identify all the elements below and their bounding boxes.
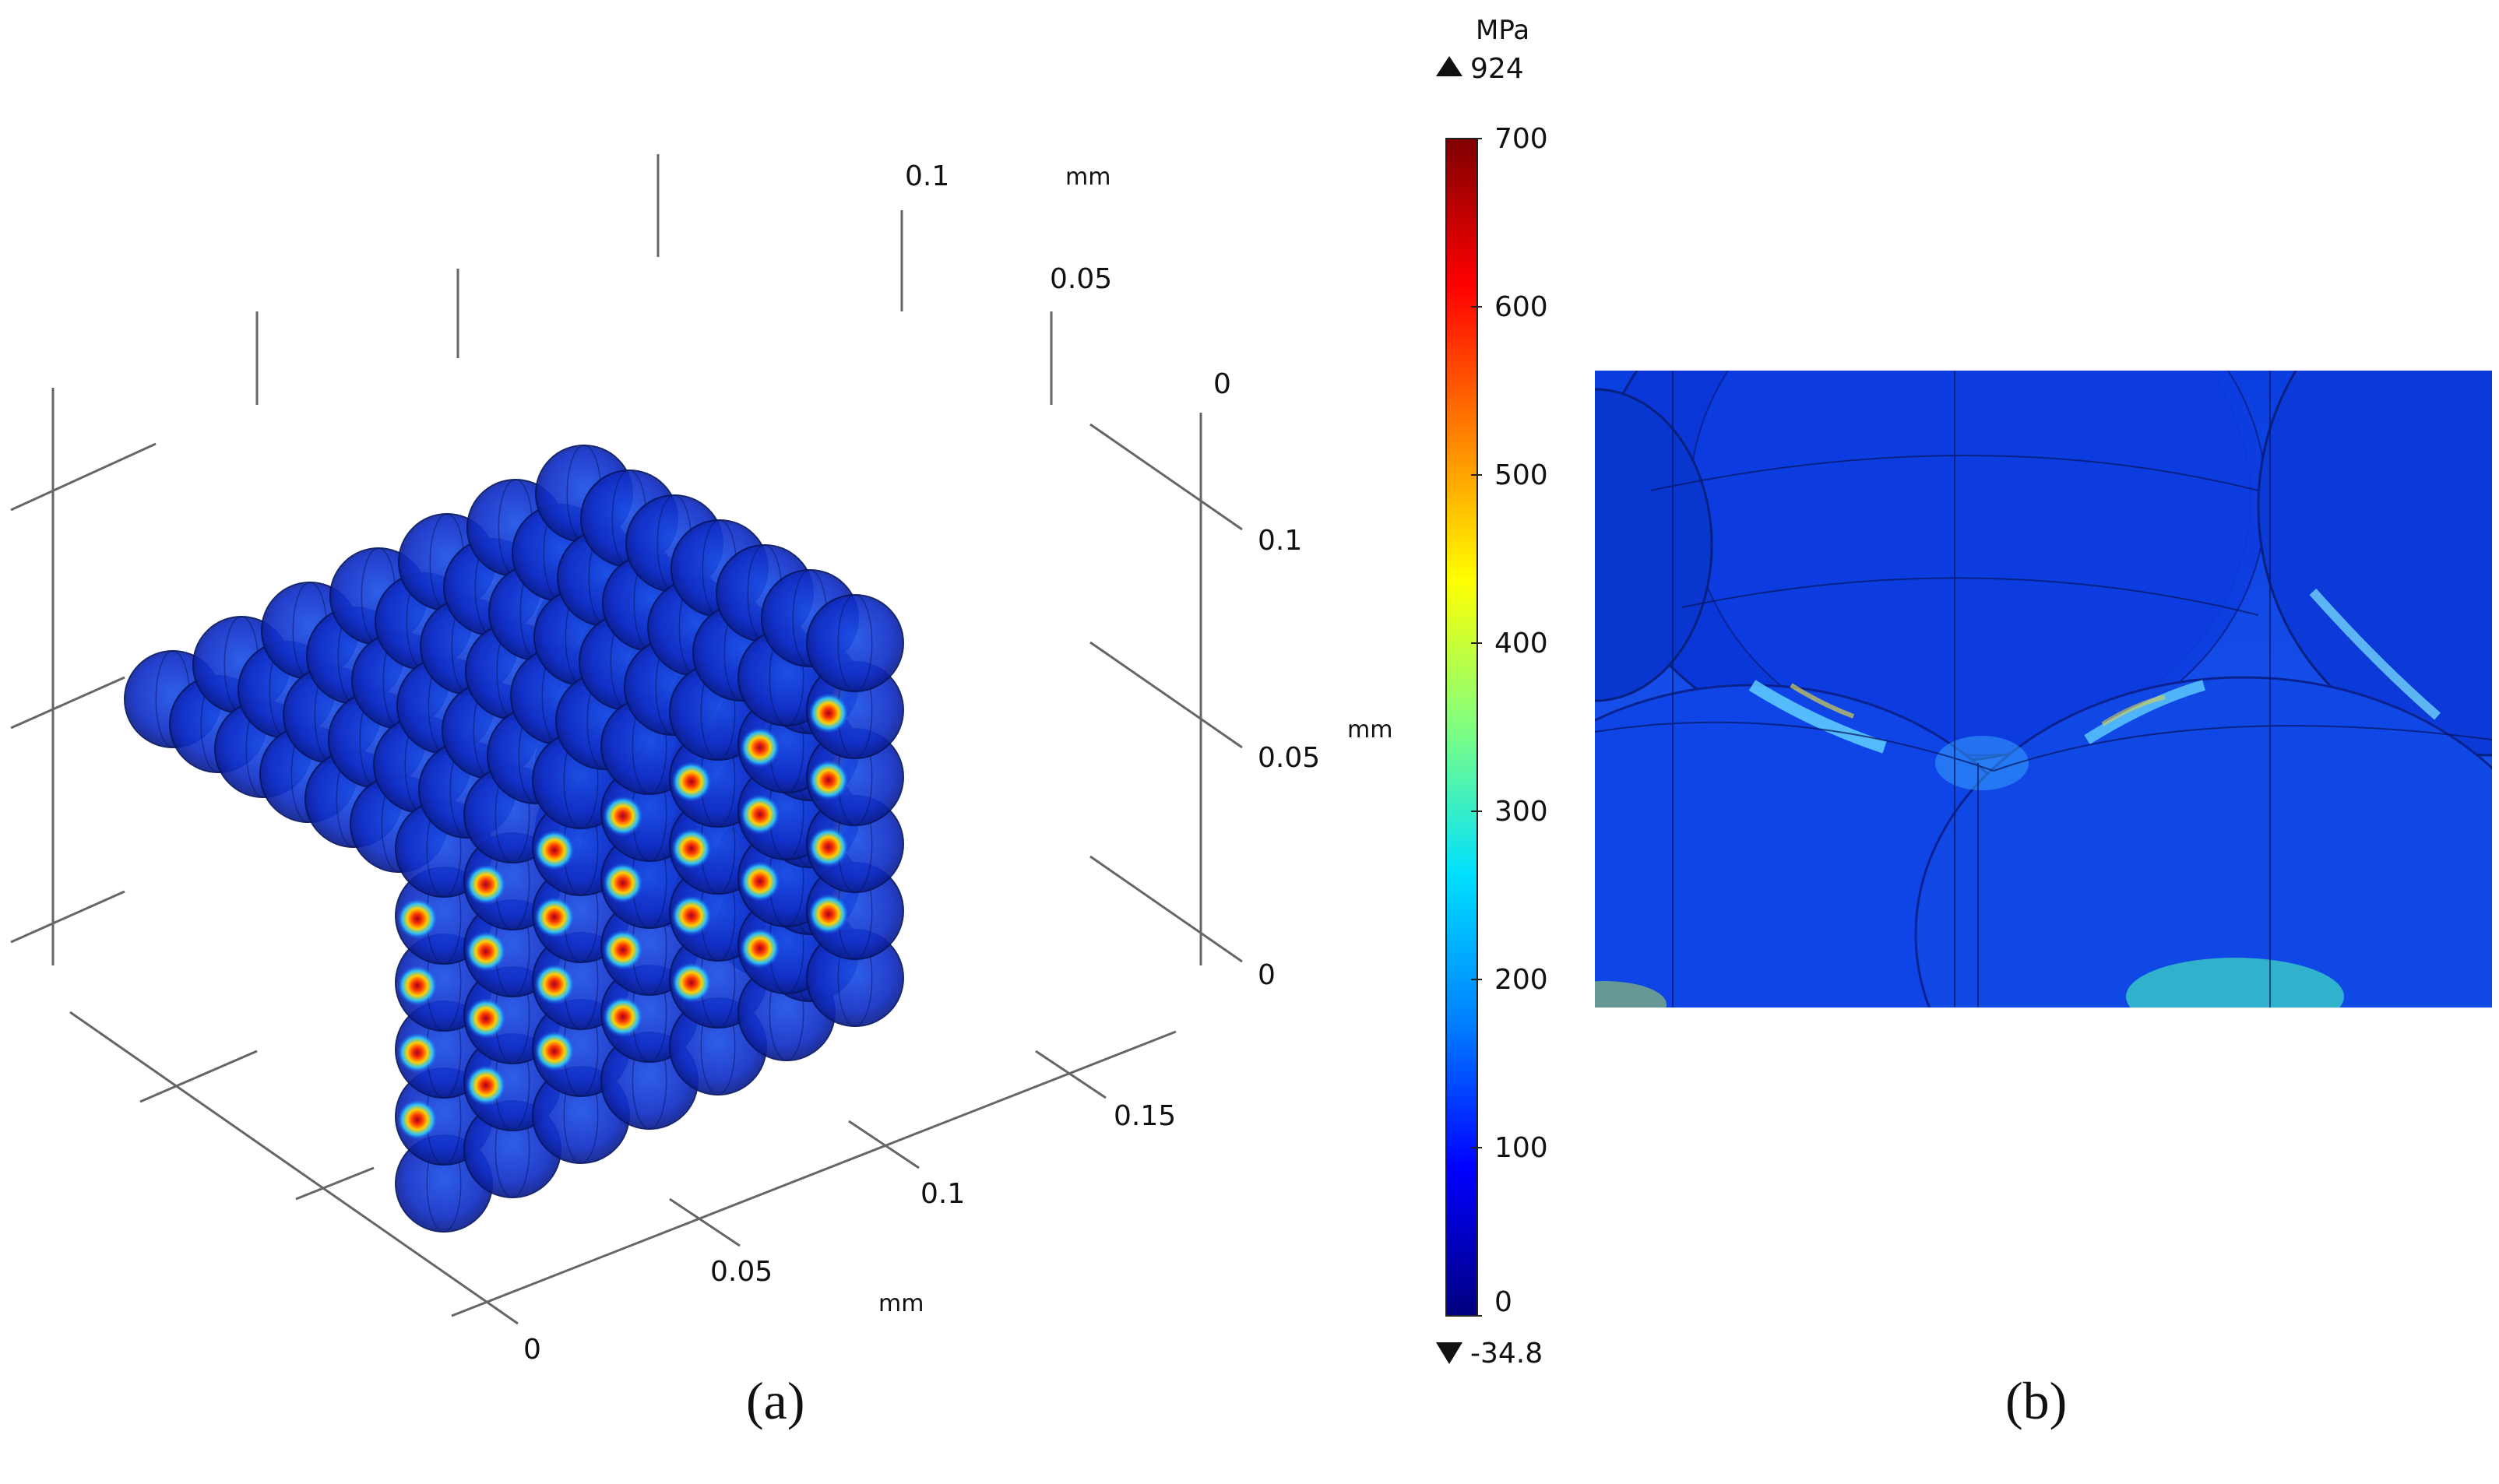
- stress-hotspot: [739, 861, 780, 902]
- colorbar-max: 924: [1470, 53, 1524, 85]
- stress-hotspot: [808, 894, 849, 934]
- stress-hotspot: [602, 796, 643, 836]
- stress-hotspot: [808, 693, 849, 733]
- colorbar-tick-label: 0: [1494, 1286, 1512, 1318]
- bottom-tick-1: 0.1: [920, 1178, 965, 1210]
- bottom-tick-3: 0: [523, 1334, 541, 1366]
- max-triangle-icon: [1436, 56, 1462, 76]
- stress-hotspot: [602, 997, 643, 1037]
- stress-hotspot: [533, 830, 575, 870]
- stress-hotspot: [533, 897, 575, 937]
- right-tick-2: 0: [1258, 959, 1276, 991]
- colorbar: MPa 924 700 600 500 400 300 200 100 0 -34.8: [1436, 15, 1548, 1370]
- min-triangle-icon: [1436, 1342, 1462, 1364]
- right-tick-0: 0.1: [1258, 525, 1302, 557]
- stress-hotspot: [671, 828, 712, 869]
- top-unit: mm: [1065, 164, 1110, 191]
- top-tick-1: 0.05: [1050, 263, 1112, 295]
- stress-hotspot: [808, 760, 849, 800]
- colorbar-min: -34.8: [1470, 1338, 1543, 1370]
- stress-hotspot: [465, 864, 506, 905]
- panel-b: (b): [1595, 371, 2492, 1430]
- stress-hotspot: [396, 965, 438, 1006]
- stress-hotspot: [602, 930, 643, 970]
- stress-hotspot: [396, 1099, 438, 1140]
- colorbar-tick-label: 300: [1494, 796, 1548, 828]
- stress-hotspot: [739, 928, 780, 969]
- colorbar-tick-label: 700: [1494, 123, 1548, 155]
- colorbar-tick-label: 500: [1494, 459, 1548, 491]
- stress-hotspot: [465, 998, 506, 1039]
- caption-b: (b): [2005, 1371, 2067, 1430]
- sphere-lattice: [124, 445, 904, 1233]
- zoom-view: [1595, 371, 2492, 1008]
- sphere: [806, 594, 904, 692]
- stress-hotspot: [739, 727, 780, 768]
- stress-hotspot: [671, 761, 712, 802]
- stress-hotspot: [396, 1032, 438, 1073]
- colorbar-tick-label: 600: [1494, 291, 1548, 323]
- colorbar-ticks: 700 600 500 400 300 200 100 0: [1471, 123, 1548, 1318]
- bottom-tick-2: 0.05: [710, 1256, 773, 1288]
- colorbar-unit: MPa: [1476, 15, 1529, 46]
- sphere-meridian: [837, 594, 873, 692]
- colorbar-tick-label: 400: [1494, 628, 1548, 659]
- stress-hotspot: [671, 962, 712, 1003]
- right-unit: mm: [1347, 716, 1392, 744]
- colorbar-tick-label: 100: [1494, 1132, 1548, 1164]
- axis-frame: [10, 154, 1243, 1325]
- stress-hotspot: [465, 931, 506, 972]
- colorbar-tick-label: 200: [1494, 964, 1548, 996]
- stress-hotspot: [465, 1065, 506, 1106]
- right-tick-1: 0.05: [1258, 742, 1320, 774]
- bottom-tick-0: 0.15: [1114, 1100, 1176, 1132]
- top-tick-0: 0.1: [905, 160, 949, 192]
- stress-hotspot: [533, 1031, 575, 1071]
- panel-a: 0.1 0.05 0 mm 0.1 0.05 0 mm 0.15 0.1 0.0…: [10, 154, 1392, 1430]
- stress-hotspot: [533, 964, 575, 1004]
- colorbar-gradient: [1445, 138, 1478, 1317]
- bottom-unit: mm: [878, 1290, 924, 1317]
- caption-a: (a): [746, 1371, 804, 1430]
- axis-tick-labels: 0.1 0.05 0 mm 0.1 0.05 0 mm 0.15 0.1 0.0…: [523, 160, 1392, 1366]
- stress-hotspot: [602, 863, 643, 903]
- top-tick-2: 0: [1213, 368, 1231, 400]
- stress-hotspot: [739, 794, 780, 835]
- stress-hotspot: [396, 898, 438, 939]
- stress-hotspot: [671, 895, 712, 936]
- stress-hotspot: [808, 827, 849, 867]
